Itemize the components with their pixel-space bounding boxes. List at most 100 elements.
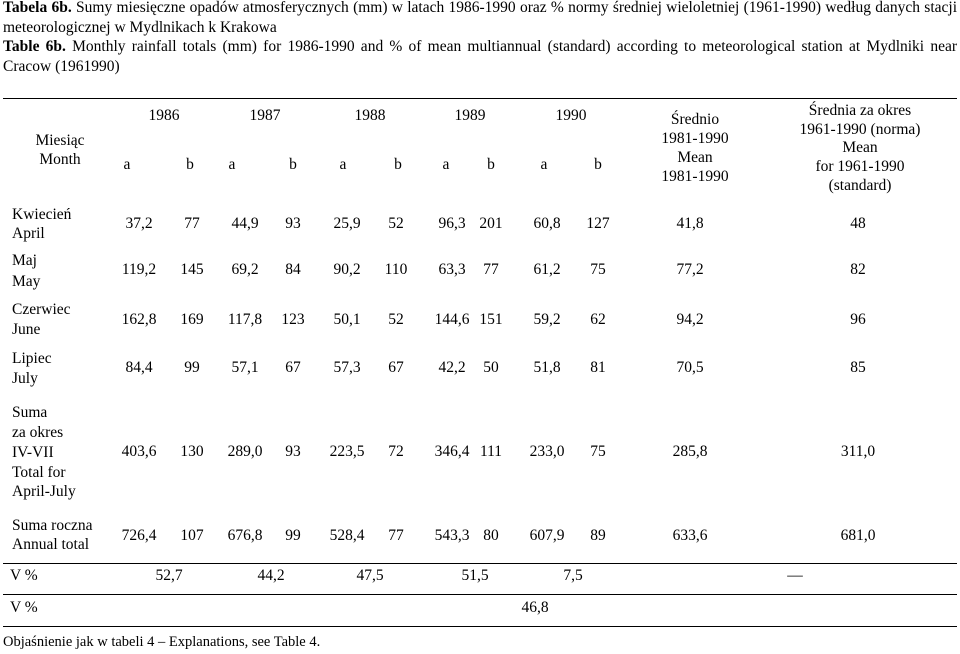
table-cell: 169 (180, 311, 204, 328)
v-row-1-label: V % (10, 567, 38, 584)
v-row-1-cell: 44,2 (257, 567, 285, 584)
caption-english: Table 6b. Monthly rainfall totals (mm) f… (3, 37, 957, 77)
table-cell: 94,2 (676, 311, 704, 328)
table-cell: 80 (483, 527, 499, 544)
row-label: Annual total (12, 536, 90, 553)
header-ab-label: a (339, 156, 347, 173)
table-cell: 607,9 (529, 527, 565, 544)
table-cell: 127 (586, 215, 610, 232)
table-cell: 99 (285, 527, 301, 544)
table-cell: 151 (479, 311, 503, 328)
table-cell: 96 (850, 311, 866, 328)
header-year: 1990 (555, 107, 587, 124)
table-cell: 111 (479, 443, 503, 460)
table-cell: 50,1 (333, 311, 361, 328)
table-cell: 123 (281, 311, 305, 328)
table-cell: 77 (483, 261, 499, 278)
header-ab-label: a (123, 156, 131, 173)
table-cell: 93 (285, 215, 301, 232)
v-row-1-dash: — (787, 567, 803, 584)
header-standard-3: for 1961-1990 (815, 158, 905, 175)
footnote: Objaśnienie jak w tabeli 4 – Explanation… (3, 634, 321, 650)
row-label: Suma (12, 404, 48, 421)
header-year: 1988 (354, 107, 386, 124)
table-cell: 99 (184, 359, 200, 376)
header-year: 1989 (454, 107, 486, 124)
table-cell: 84 (285, 261, 301, 278)
header-year: 1986 (148, 107, 180, 124)
row-label: June (12, 321, 41, 338)
row-label: IV-VII (12, 444, 54, 461)
header-mean-0: Średnio (670, 111, 720, 128)
table-cell: 57,3 (333, 359, 361, 376)
table-cell: 89 (590, 527, 606, 544)
header-year: 1987 (249, 107, 281, 124)
table-cell: 48 (850, 215, 866, 232)
table-cell: 528,4 (329, 527, 365, 544)
row-label: April-July (12, 483, 76, 500)
table-cell: 346,4 (434, 443, 470, 460)
row-label: Kwiecień (12, 206, 72, 223)
row-label: Maj (12, 252, 37, 269)
table-cell: 75 (590, 443, 606, 460)
table-cell: 77,2 (676, 261, 704, 278)
row-label: July (12, 370, 38, 387)
table-cell: 676,8 (227, 527, 263, 544)
table-cell: 681,0 (840, 527, 876, 544)
table-cell: 52 (388, 311, 404, 328)
v-row-2-label: V % (10, 599, 38, 616)
caption-pl-text: Sumy miesięczne opadów atmosferycznych (… (3, 0, 957, 36)
header-ab-label: a (442, 156, 450, 173)
row-label: Total for (12, 464, 66, 481)
table-cell: 60,8 (533, 215, 561, 232)
v-row-1-cell: 52,7 (155, 567, 183, 584)
table-cell: 67 (285, 359, 301, 376)
table-cell: 726,4 (121, 527, 157, 544)
table-cell: 57,1 (231, 359, 259, 376)
table-cell: 51,8 (533, 359, 561, 376)
header-standard-0: Średnia za okres (808, 102, 912, 119)
header-standard-1: 1961-1990 (norma) (799, 121, 921, 138)
v-row-1-cell: 7,5 (563, 567, 583, 584)
v-row-1-cell: 47,5 (356, 567, 384, 584)
table-cell: 107 (180, 527, 204, 544)
table-cell: 90,2 (333, 261, 361, 278)
table-cell: 85 (850, 359, 866, 376)
table-cell: 633,6 (672, 527, 708, 544)
header-ab-label: b (394, 156, 402, 173)
table-cell: 84,4 (125, 359, 153, 376)
header-month-pl: Miesiąc (35, 132, 85, 149)
header-month-en: Month (39, 151, 81, 168)
header-mean-2: Mean (677, 149, 713, 166)
table-cell: 130 (180, 443, 204, 460)
table-cell: 25,9 (333, 215, 361, 232)
row-label: Lipiec (12, 350, 52, 367)
table-bottom-rule (3, 626, 957, 627)
header-ab-label: b (289, 156, 297, 173)
table-cell: 62 (590, 311, 606, 328)
header-standard-4: (standard) (828, 177, 892, 194)
table-cell: 96,3 (438, 215, 466, 232)
table-cell: 543,3 (434, 527, 470, 544)
header-standard-2: Mean (842, 139, 878, 156)
table-cell: 41,8 (676, 215, 704, 232)
table-cell: 93 (285, 443, 301, 460)
header-ab-label: a (228, 156, 236, 173)
header-ab-label: b (487, 156, 495, 173)
table-cell: 285,8 (672, 443, 708, 460)
table-cell: 75 (590, 261, 606, 278)
table-cell: 77 (388, 527, 404, 544)
row-label: za okres (12, 424, 64, 441)
table-cell: 72 (388, 443, 404, 460)
row-label: Suma roczna (12, 517, 93, 534)
table-cell: 42,2 (438, 359, 466, 376)
table-cell: 61,2 (533, 261, 561, 278)
table-cell: 44,9 (231, 215, 259, 232)
table-cell: 162,8 (121, 311, 157, 328)
table-cell: 63,3 (438, 261, 466, 278)
table-cell: 37,2 (125, 215, 153, 232)
header-ab-label: a (540, 156, 548, 173)
header-ab-label: b (186, 156, 194, 173)
table-cell: 67 (388, 359, 404, 376)
table-top-rule (3, 98, 957, 99)
